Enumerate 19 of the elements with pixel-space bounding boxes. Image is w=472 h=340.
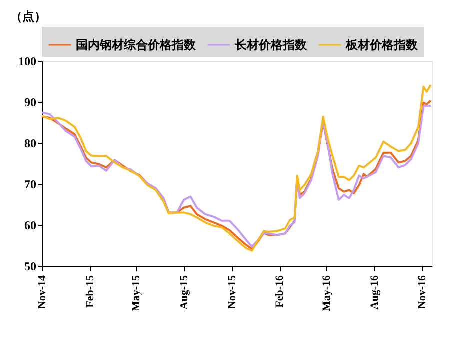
legend-label: 板材价格指数 bbox=[345, 38, 419, 52]
y-tick-label: 60 bbox=[24, 218, 36, 232]
x-tick-label: Feb-16 bbox=[274, 275, 286, 308]
y-axis-title: （点） bbox=[10, 10, 46, 24]
x-tick-label: Aug-15 bbox=[178, 275, 190, 310]
x-tick-label: Feb-15 bbox=[84, 275, 96, 308]
y-tick-label: 100 bbox=[18, 54, 36, 68]
x-tick-label: Aug-16 bbox=[368, 275, 381, 310]
y-tick-label: 80 bbox=[24, 136, 36, 150]
x-tick-label: Nov-15 bbox=[226, 275, 238, 310]
y-tick-label: 90 bbox=[24, 96, 36, 110]
y-tick-label: 70 bbox=[24, 178, 36, 192]
x-tick-label: Nov-14 bbox=[36, 275, 48, 310]
x-tick-label: May-15 bbox=[130, 275, 143, 312]
x-tick-label: May-16 bbox=[320, 275, 333, 312]
x-tick-label: Nov-16 bbox=[416, 275, 429, 310]
y-tick-label: 50 bbox=[24, 260, 36, 274]
legend-label: 长材价格指数 bbox=[234, 38, 308, 52]
legend-label: 国内钢材综合价格指数 bbox=[76, 38, 197, 52]
